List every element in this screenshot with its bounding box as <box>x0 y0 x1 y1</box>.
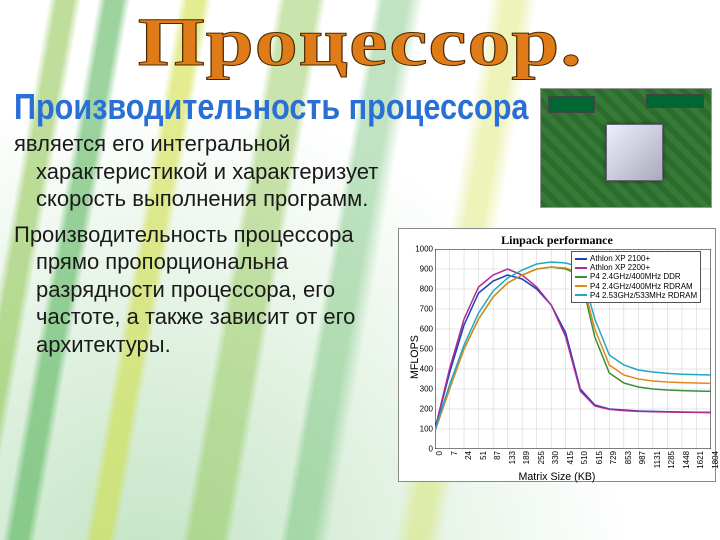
y-tick: 700 <box>420 305 433 314</box>
y-tick: 500 <box>420 345 433 354</box>
x-tick: 51 <box>479 451 488 460</box>
legend-item: P4 2.53GHz/533MHz RDRAM <box>575 291 697 300</box>
x-tick: 415 <box>566 451 575 464</box>
legend-swatch <box>575 276 587 278</box>
memory-module <box>646 94 704 108</box>
legend-label: Athlon XP 2100+ <box>590 254 650 263</box>
legend-swatch <box>575 285 587 287</box>
x-tick: 24 <box>464 451 473 460</box>
x-tick: 0 <box>435 451 444 455</box>
legend-label: P4 2.53GHz/533MHz RDRAM <box>590 291 697 300</box>
legend-item: Athlon XP 2100+ <box>575 254 697 263</box>
legend-item: P4 2.4GHz/400MHz RDRAM <box>575 282 697 291</box>
x-tick: 1804 <box>711 451 720 469</box>
x-tick: 133 <box>508 451 517 464</box>
x-tick: 1285 <box>667 451 676 469</box>
legend-label: P4 2.4GHz/400MHz DDR <box>590 272 681 281</box>
x-tick: 729 <box>609 451 618 464</box>
y-tick: 900 <box>420 265 433 274</box>
x-tick: 189 <box>522 451 531 464</box>
chart-title: Linpack performance <box>399 233 715 248</box>
memory-module <box>548 96 596 113</box>
paragraph-2: Производительность процессора прямо проп… <box>14 221 394 359</box>
y-tick: 1000 <box>415 245 433 254</box>
x-axis-label: Matrix Size (KB) <box>399 471 715 483</box>
performance-chart: Linpack performance MFLOPS Matrix Size (… <box>398 228 716 482</box>
y-tick: 800 <box>420 285 433 294</box>
legend-swatch <box>575 258 587 260</box>
slide-title: Процессор. <box>0 2 720 82</box>
legend-item: P4 2.4GHz/400MHz DDR <box>575 272 697 281</box>
chart-legend: Athlon XP 2100+Athlon XP 2200+P4 2.4GHz/… <box>571 251 701 303</box>
x-tick: 1448 <box>682 451 691 469</box>
x-tick: 1621 <box>696 451 705 469</box>
body-text: является его интегральной характеристико… <box>14 130 394 366</box>
x-tick: 330 <box>551 451 560 464</box>
x-tick: 987 <box>638 451 647 464</box>
x-tick: 1131 <box>653 451 662 468</box>
slide: Процессор. Производительность процессора… <box>0 0 720 540</box>
legend-swatch <box>575 294 587 296</box>
x-tick: 255 <box>537 451 546 464</box>
legend-swatch <box>575 267 587 269</box>
cpu-chip <box>606 124 664 181</box>
x-tick: 87 <box>493 451 502 460</box>
cpu-photo <box>540 88 712 208</box>
slide-subtitle: Производительность процессора <box>14 86 528 128</box>
y-tick: 0 <box>429 445 433 454</box>
x-tick: 7 <box>450 451 459 455</box>
legend-item: Athlon XP 2200+ <box>575 263 697 272</box>
y-tick: 300 <box>420 385 433 394</box>
y-tick: 600 <box>420 325 433 334</box>
x-tick: 510 <box>580 451 589 464</box>
paragraph-1: является его интегральной характеристико… <box>14 130 394 213</box>
y-tick: 200 <box>420 405 433 414</box>
legend-label: P4 2.4GHz/400MHz RDRAM <box>590 282 693 291</box>
y-tick: 100 <box>420 425 433 434</box>
legend-label: Athlon XP 2200+ <box>590 263 650 272</box>
x-tick: 853 <box>624 451 633 464</box>
y-tick: 400 <box>420 365 433 374</box>
x-tick: 615 <box>595 451 604 464</box>
